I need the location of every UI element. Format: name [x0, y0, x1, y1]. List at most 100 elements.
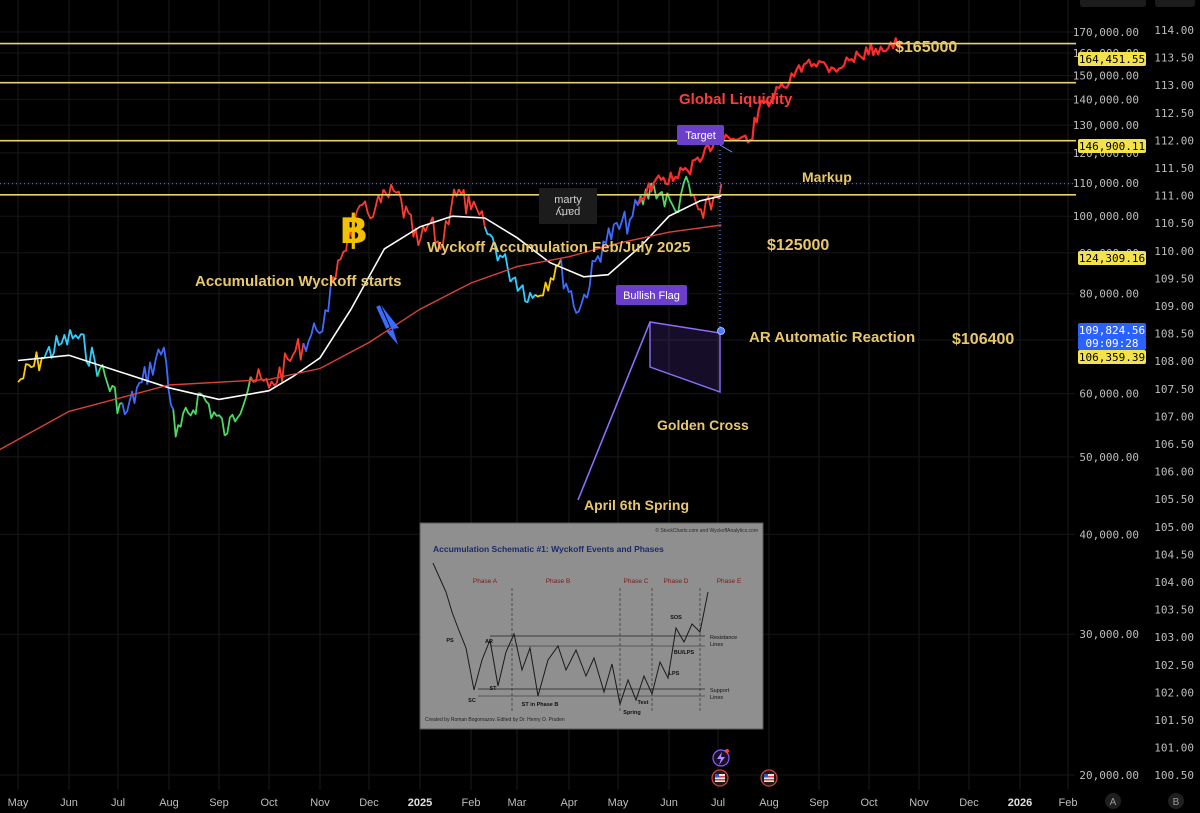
inset-phase-label: Phase E [717, 578, 742, 585]
inset-price-path [432, 562, 709, 706]
time-axis-tick: Feb [462, 797, 481, 809]
moving-average-50-line [17, 195, 722, 401]
secondary-axis-tick: 100.50 [1154, 769, 1194, 782]
btc-price-segment [172, 393, 200, 438]
us-flag-event-icon [711, 769, 729, 787]
inset-event-label: PS [446, 638, 454, 644]
secondary-axis-tick: 105.50 [1154, 493, 1194, 506]
time-axis-tick: Nov [909, 797, 929, 809]
current-price-dot [717, 327, 725, 335]
time-axis-tick: Dec [359, 797, 379, 809]
inset-event-label: AR [485, 639, 493, 645]
inset-event-label: LPS [669, 671, 680, 677]
secondary-axis-tick: 106.00 [1154, 466, 1194, 479]
secondary-axis-tick: 110.50 [1154, 217, 1194, 230]
price-label-text: 124,309.16 [1079, 252, 1145, 265]
time-axis-tick: Jul [711, 797, 725, 809]
wyckoff-schematic-inset: © StockCharts.com and WyckoffAnalytics.c… [419, 522, 764, 730]
price-axis-tick: 60,000.00 [1079, 388, 1139, 401]
annotation-text: Accumulation Wyckoff starts [195, 273, 401, 290]
time-axis-tick: Oct [260, 797, 277, 809]
inset-side-label: Resistance [710, 635, 737, 641]
axis-mode-button [1105, 793, 1121, 809]
axis-panel [1076, 0, 1200, 813]
inset-event-label: Test [638, 700, 649, 706]
time-axis-tick: Aug [759, 797, 779, 809]
price-label-text: 109,824.56 [1079, 324, 1145, 337]
secondary-axis-tick: 101.50 [1154, 714, 1194, 727]
price-label-text: 106,359.39 [1079, 351, 1145, 364]
accumulation-arrow-shaft [376, 305, 390, 329]
inset-event-label: SOS [670, 615, 682, 621]
price-axis-tick: 130,000.00 [1073, 119, 1139, 132]
btc-price-segment [586, 223, 615, 299]
btc-price-segment [613, 195, 642, 235]
price-level-label [1078, 251, 1146, 265]
logo-text-bottom: party [555, 206, 580, 218]
global-liquidity-line [636, 37, 902, 205]
btc-price-segment [356, 189, 385, 220]
time-axis-tick: Oct [860, 797, 877, 809]
btc-price-segment [249, 368, 278, 389]
annotation-text: April 6th Spring [584, 497, 689, 513]
inset-event-label: ST in Phase B [522, 702, 559, 708]
btc-price-segment [560, 259, 588, 314]
inset-phase-label: Phase D [664, 578, 689, 585]
currency-toggle-left [1080, 0, 1146, 7]
event-alert-dot [725, 749, 729, 753]
secondary-axis-tick: 103.00 [1154, 631, 1194, 644]
secondary-axis-tick: 104.50 [1154, 548, 1194, 561]
axis-mode-button [1168, 793, 1184, 809]
price-axis-tick: 80,000.00 [1079, 288, 1139, 301]
time-axis-tick: Sep [209, 797, 229, 809]
moving-average-200-line [0, 224, 722, 451]
accumulation-arrow-icon [381, 305, 399, 345]
btc-price-segment [224, 376, 252, 437]
secondary-axis-tick: 110.00 [1154, 245, 1194, 258]
secondary-axis-tick: 107.00 [1154, 410, 1194, 423]
price-level-label [1078, 52, 1146, 66]
price-level-label [1078, 350, 1146, 364]
marty-party-logo [539, 188, 597, 224]
price-axis-tick: 50,000.00 [1079, 451, 1139, 464]
btc-price-segment [146, 346, 175, 410]
secondary-axis-tick: 102.50 [1154, 659, 1194, 672]
time-axis-tick: Mar [508, 797, 527, 809]
time-axis-tick: Jul [111, 797, 125, 809]
annotation-text: Markup [802, 169, 852, 185]
time-axis-tick: Apr [560, 797, 577, 809]
current-price-label [1078, 336, 1146, 350]
inset-panel [419, 522, 764, 730]
inset-event-label: SC [468, 698, 476, 704]
axis-mode-label: A [1110, 797, 1117, 808]
secondary-axis-tick: 111.50 [1154, 162, 1194, 175]
inset-side-label: Lines [710, 642, 723, 648]
currency-toggle-right [1155, 0, 1195, 7]
inset-side-label: Support [710, 688, 730, 694]
secondary-axis-tick: 106.50 [1154, 438, 1194, 451]
current-price-label [1078, 323, 1146, 337]
price-label-text: 09:09:28 [1086, 337, 1139, 350]
time-axis-tick: May [608, 797, 629, 809]
inset-phase-label: Phase B [546, 578, 571, 585]
secondary-axis-tick: 108.50 [1154, 328, 1194, 341]
inset-event-label: Spring [623, 710, 640, 716]
btc-price-segment [121, 365, 149, 416]
time-axis-tick: Jun [660, 797, 678, 809]
secondary-axis-tick: 105.00 [1154, 521, 1194, 534]
bullish-flag-badge-label: Bullish Flag [623, 290, 680, 302]
axis-mode-label: B [1173, 797, 1180, 808]
price-level-label [1078, 139, 1146, 153]
inset-phase-label: Phase A [473, 578, 498, 585]
secondary-axis-tick: 108.00 [1154, 355, 1194, 368]
secondary-axis-tick: 113.50 [1154, 52, 1194, 65]
secondary-axis-tick: 104.00 [1154, 576, 1194, 589]
time-axis-tick: Nov [310, 797, 330, 809]
btc-price-segment [431, 188, 460, 250]
secondary-axis-tick: 101.00 [1154, 742, 1194, 755]
btc-price-segment [509, 276, 536, 304]
btc-price-segment [329, 210, 358, 287]
secondary-axis-tick: 102.00 [1154, 686, 1194, 699]
price-label-text: 146,900.11 [1079, 140, 1145, 153]
